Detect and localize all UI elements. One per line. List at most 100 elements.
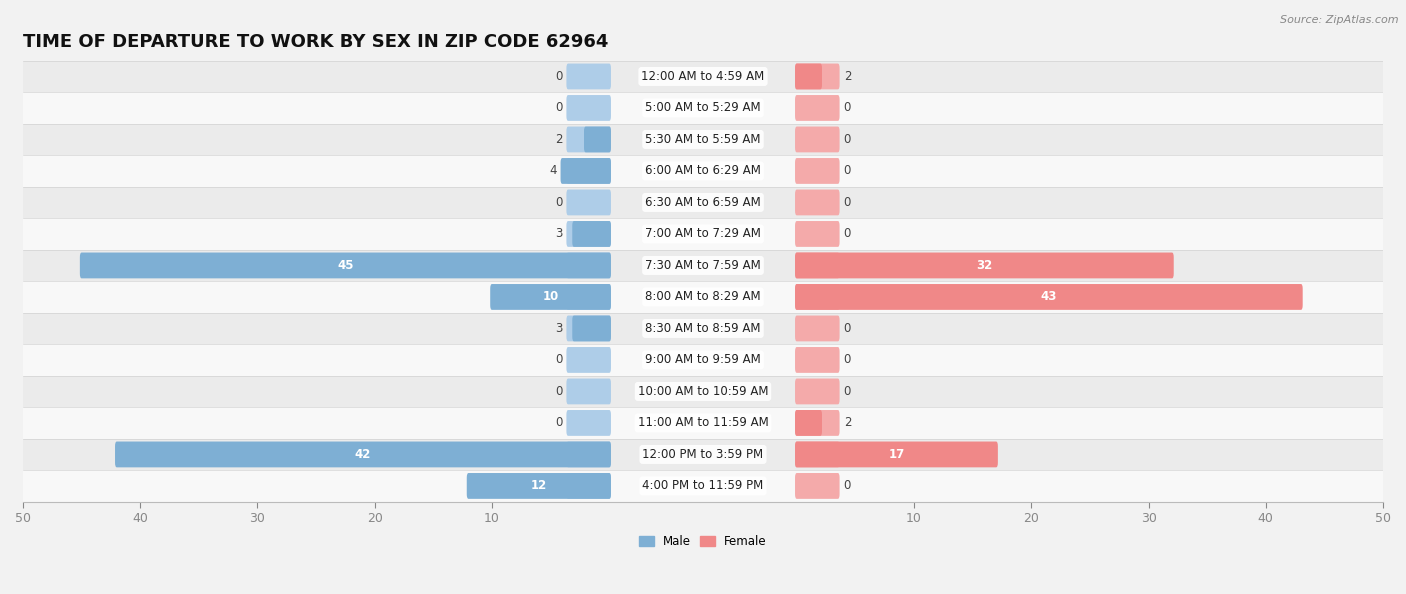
FancyBboxPatch shape <box>583 127 612 153</box>
FancyBboxPatch shape <box>794 284 839 310</box>
FancyBboxPatch shape <box>794 252 839 279</box>
Text: 0: 0 <box>844 196 851 209</box>
FancyBboxPatch shape <box>491 284 612 310</box>
Bar <box>22 281 1384 312</box>
Bar <box>22 312 1384 344</box>
Text: 0: 0 <box>555 196 562 209</box>
FancyBboxPatch shape <box>567 284 612 310</box>
FancyBboxPatch shape <box>794 410 823 436</box>
Text: 10: 10 <box>543 290 558 304</box>
FancyBboxPatch shape <box>794 95 839 121</box>
Bar <box>22 439 1384 470</box>
FancyBboxPatch shape <box>794 473 839 499</box>
FancyBboxPatch shape <box>794 158 839 184</box>
FancyBboxPatch shape <box>567 315 612 342</box>
Text: 0: 0 <box>844 228 851 241</box>
Text: 7:00 AM to 7:29 AM: 7:00 AM to 7:29 AM <box>645 228 761 241</box>
Text: 17: 17 <box>889 448 904 461</box>
FancyBboxPatch shape <box>561 158 612 184</box>
Text: 0: 0 <box>555 353 562 366</box>
Legend: Male, Female: Male, Female <box>634 530 772 553</box>
Text: 0: 0 <box>844 165 851 178</box>
Text: 6:00 AM to 6:29 AM: 6:00 AM to 6:29 AM <box>645 165 761 178</box>
FancyBboxPatch shape <box>794 189 839 216</box>
Text: 11:00 AM to 11:59 AM: 11:00 AM to 11:59 AM <box>638 416 768 429</box>
Text: 5:00 AM to 5:29 AM: 5:00 AM to 5:29 AM <box>645 102 761 115</box>
FancyBboxPatch shape <box>567 95 612 121</box>
Text: 42: 42 <box>354 448 371 461</box>
Text: 6:30 AM to 6:59 AM: 6:30 AM to 6:59 AM <box>645 196 761 209</box>
Text: Source: ZipAtlas.com: Source: ZipAtlas.com <box>1281 15 1399 25</box>
Text: 5:30 AM to 5:59 AM: 5:30 AM to 5:59 AM <box>645 133 761 146</box>
Bar <box>22 155 1384 187</box>
Bar <box>22 407 1384 439</box>
Text: 0: 0 <box>844 479 851 492</box>
Bar <box>22 92 1384 124</box>
Bar <box>22 375 1384 407</box>
FancyBboxPatch shape <box>567 347 612 373</box>
FancyBboxPatch shape <box>572 221 612 247</box>
FancyBboxPatch shape <box>567 158 612 184</box>
FancyBboxPatch shape <box>467 473 612 499</box>
FancyBboxPatch shape <box>567 410 612 436</box>
Text: 0: 0 <box>555 70 562 83</box>
Bar <box>22 249 1384 281</box>
Bar <box>22 124 1384 155</box>
FancyBboxPatch shape <box>567 441 612 467</box>
Text: 45: 45 <box>337 259 354 272</box>
FancyBboxPatch shape <box>115 441 612 467</box>
Bar <box>22 187 1384 218</box>
FancyBboxPatch shape <box>567 127 612 153</box>
Text: 8:00 AM to 8:29 AM: 8:00 AM to 8:29 AM <box>645 290 761 304</box>
FancyBboxPatch shape <box>567 221 612 247</box>
Text: 0: 0 <box>844 102 851 115</box>
Text: 0: 0 <box>844 133 851 146</box>
FancyBboxPatch shape <box>794 284 1303 310</box>
Text: 32: 32 <box>976 259 993 272</box>
FancyBboxPatch shape <box>794 127 839 153</box>
Bar <box>22 344 1384 375</box>
Text: 3: 3 <box>555 322 562 335</box>
Text: TIME OF DEPARTURE TO WORK BY SEX IN ZIP CODE 62964: TIME OF DEPARTURE TO WORK BY SEX IN ZIP … <box>22 33 609 51</box>
FancyBboxPatch shape <box>794 378 839 405</box>
Text: 3: 3 <box>555 228 562 241</box>
Text: 7:30 AM to 7:59 AM: 7:30 AM to 7:59 AM <box>645 259 761 272</box>
Text: 0: 0 <box>844 353 851 366</box>
FancyBboxPatch shape <box>572 315 612 342</box>
Text: 12:00 PM to 3:59 PM: 12:00 PM to 3:59 PM <box>643 448 763 461</box>
Text: 4:00 PM to 11:59 PM: 4:00 PM to 11:59 PM <box>643 479 763 492</box>
Text: 2: 2 <box>555 133 562 146</box>
Text: 12: 12 <box>530 479 547 492</box>
Text: 0: 0 <box>844 385 851 398</box>
Bar <box>22 61 1384 92</box>
Text: 0: 0 <box>555 102 562 115</box>
FancyBboxPatch shape <box>567 473 612 499</box>
Text: 8:30 AM to 8:59 AM: 8:30 AM to 8:59 AM <box>645 322 761 335</box>
Text: 12:00 AM to 4:59 AM: 12:00 AM to 4:59 AM <box>641 70 765 83</box>
Text: 0: 0 <box>844 322 851 335</box>
Bar <box>22 218 1384 249</box>
Text: 0: 0 <box>555 416 562 429</box>
FancyBboxPatch shape <box>794 64 839 89</box>
Text: 10:00 AM to 10:59 AM: 10:00 AM to 10:59 AM <box>638 385 768 398</box>
Text: 43: 43 <box>1040 290 1057 304</box>
FancyBboxPatch shape <box>567 252 612 279</box>
Text: 9:00 AM to 9:59 AM: 9:00 AM to 9:59 AM <box>645 353 761 366</box>
FancyBboxPatch shape <box>794 315 839 342</box>
FancyBboxPatch shape <box>567 378 612 405</box>
FancyBboxPatch shape <box>567 64 612 89</box>
FancyBboxPatch shape <box>794 64 823 89</box>
FancyBboxPatch shape <box>794 252 1174 279</box>
FancyBboxPatch shape <box>794 347 839 373</box>
FancyBboxPatch shape <box>794 221 839 247</box>
Bar <box>22 470 1384 502</box>
Text: 0: 0 <box>555 385 562 398</box>
FancyBboxPatch shape <box>567 189 612 216</box>
FancyBboxPatch shape <box>794 410 839 436</box>
Text: 2: 2 <box>844 70 851 83</box>
FancyBboxPatch shape <box>80 252 612 279</box>
Text: 2: 2 <box>844 416 851 429</box>
FancyBboxPatch shape <box>794 441 839 467</box>
FancyBboxPatch shape <box>794 441 998 467</box>
Text: 4: 4 <box>548 165 557 178</box>
